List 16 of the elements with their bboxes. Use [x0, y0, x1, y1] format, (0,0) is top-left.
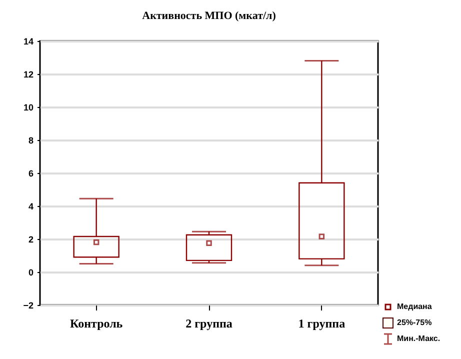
y-tick-label: 4	[28, 202, 34, 212]
y-tick-label: −2	[23, 300, 34, 310]
y-tick-label: 2	[28, 234, 34, 244]
x-tick-label: Контроль	[70, 316, 124, 330]
x-tick-label: 2 группа	[186, 316, 232, 330]
text: Мин.-Макс.	[397, 333, 440, 345]
y-tick-label: 10	[23, 102, 34, 112]
y-tick-label: 14	[23, 36, 34, 46]
chart-title: Активность МПО (мкат/л)	[142, 10, 276, 22]
y-tick-label: 12	[23, 70, 34, 80]
text: Медиана	[397, 301, 432, 313]
text: 25%-75%	[397, 317, 432, 329]
y-tick-label: 8	[28, 136, 34, 146]
y-tick-label: 6	[28, 168, 34, 178]
x-tick-label: 1 группа	[298, 316, 346, 330]
y-tick-label: 0	[28, 268, 34, 278]
